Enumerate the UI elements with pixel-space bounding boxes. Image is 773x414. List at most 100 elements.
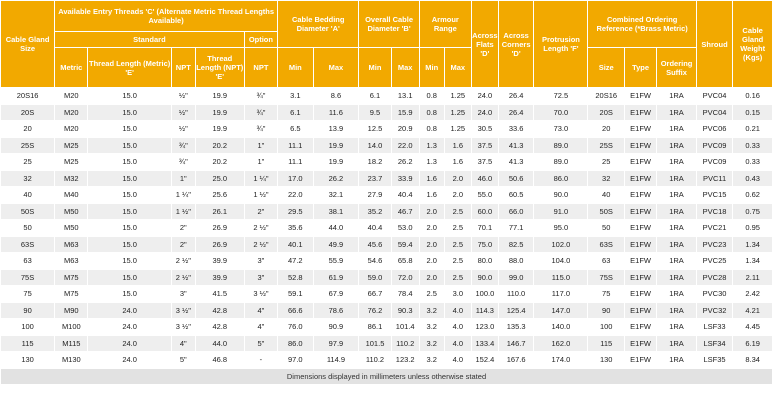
- cell-across-flats: 75.0: [470, 235, 499, 253]
- table-body: 20S16 M20 15.0 ½" 19.9 ¾" 3.1 8.6 6.1 13.1 0.8 1.25…: [0, 87, 773, 369]
- cell-ordering-suffix: 1RA: [656, 120, 697, 138]
- cell-shroud: PVC32: [695, 301, 734, 319]
- cell-metric: M32: [54, 169, 89, 187]
- cell-thread-length-metric: 15.0: [87, 186, 172, 204]
- header-armour-min: Min: [418, 47, 445, 88]
- header-overall-max: Max: [390, 47, 420, 88]
- cell-overall-min: 101.5: [358, 334, 392, 352]
- cell-thread-length-metric: 15.0: [87, 202, 172, 220]
- cell-ordering-size: 50S: [587, 202, 625, 220]
- cell-overall-min: 59.0: [358, 268, 392, 286]
- table-header: Cable Gland Size Available Entry Threads…: [0, 0, 773, 88]
- table-row: 90 M90 24.0 3 ½" 42.8 4" 66.6 78.6 76.2 90.3 3.2 4.…: [0, 301, 773, 319]
- cell-bedding-max: 97.9: [312, 334, 360, 352]
- cell-ordering-size: 25: [587, 153, 625, 171]
- cell-option-npt: 3": [243, 268, 279, 286]
- cell-across-flats: 37.5: [470, 136, 499, 154]
- cell-metric: M100: [54, 318, 89, 336]
- cell-weight: 1.34: [732, 252, 773, 270]
- cell-weight: 0.16: [732, 87, 773, 105]
- cell-cable-gland-size: 115: [0, 334, 56, 352]
- cell-ordering-type: E1FW: [623, 268, 658, 286]
- header-type: Type: [623, 47, 658, 88]
- cell-cable-gland-size: 75S: [0, 268, 56, 286]
- cell-ordering-suffix: 1RA: [656, 186, 697, 204]
- cell-bedding-min: 66.6: [277, 301, 314, 319]
- cell-overall-min: 35.2: [358, 202, 392, 220]
- header-armour-max: Max: [443, 47, 472, 88]
- dimensions-footnote: Dimensions displayed in millimeters unle…: [0, 367, 773, 385]
- cell-protrusion-length: 140.0: [533, 318, 589, 336]
- cell-thread-length-metric: 24.0: [87, 351, 172, 369]
- cell-npt: 1": [170, 169, 196, 187]
- cell-option-npt: 3 ½": [243, 285, 279, 303]
- cell-armour-max: 1.6: [443, 153, 472, 171]
- cell-ordering-type: E1FW: [623, 301, 658, 319]
- cell-overall-max: 20.9: [390, 120, 420, 138]
- cell-npt: 3": [170, 285, 196, 303]
- table-row: 75S M75 15.0 2 ½" 39.9 3" 52.8 61.9 59.0 72.0 2.0 2…: [0, 268, 773, 286]
- cell-option-npt: 4": [243, 301, 279, 319]
- cell-ordering-size: 20S16: [587, 87, 625, 105]
- cell-thread-length-npt: 41.5: [194, 285, 245, 303]
- cell-armour-min: 1.3: [418, 153, 445, 171]
- cell-weight: 4.21: [732, 301, 773, 319]
- cell-armour-max: 1.6: [443, 136, 472, 154]
- cell-across-flats: 60.0: [470, 202, 499, 220]
- cell-overall-max: 59.4: [390, 235, 420, 253]
- cell-overall-min: 76.2: [358, 301, 392, 319]
- cell-bedding-max: 26.2: [312, 169, 360, 187]
- cell-npt: ¾": [170, 136, 196, 154]
- cell-armour-min: 2.0: [418, 252, 445, 270]
- cell-ordering-size: 40: [587, 186, 625, 204]
- cell-armour-min: 2.0: [418, 219, 445, 237]
- cell-ordering-type: E1FW: [623, 351, 658, 369]
- cell-shroud: LSF33: [695, 318, 734, 336]
- cell-overall-min: 40.4: [358, 219, 392, 237]
- cell-overall-max: 33.9: [390, 169, 420, 187]
- cell-ordering-suffix: 1RA: [656, 103, 697, 121]
- header-npt: NPT: [170, 47, 196, 88]
- cell-across-flats: 37.5: [470, 153, 499, 171]
- cell-across-flats: 55.0: [470, 186, 499, 204]
- cell-metric: M40: [54, 186, 89, 204]
- header-option-npt: NPT: [243, 47, 279, 88]
- cell-ordering-suffix: 1RA: [656, 301, 697, 319]
- cell-npt: 5": [170, 351, 196, 369]
- cell-shroud: PVC04: [695, 87, 734, 105]
- cell-thread-length-metric: 15.0: [87, 219, 172, 237]
- cell-ordering-size: 100: [587, 318, 625, 336]
- cell-bedding-min: 6.1: [277, 103, 314, 121]
- cell-cable-gland-size: 25: [0, 153, 56, 171]
- cell-thread-length-metric: 15.0: [87, 235, 172, 253]
- cell-bedding-max: 49.9: [312, 235, 360, 253]
- cell-overall-min: 45.6: [358, 235, 392, 253]
- cell-bedding-max: 13.9: [312, 120, 360, 138]
- cell-overall-min: 6.1: [358, 87, 392, 105]
- cell-ordering-type: E1FW: [623, 285, 658, 303]
- cell-thread-length-npt: 20.2: [194, 153, 245, 171]
- cell-ordering-type: E1FW: [623, 235, 658, 253]
- table-row: 25S M25 15.0 ¾" 20.2 1" 11.1 19.9 14.0 22.0 1.3 1.6…: [0, 136, 773, 154]
- cell-armour-min: 1.3: [418, 136, 445, 154]
- cell-armour-min: 3.2: [418, 301, 445, 319]
- cell-protrusion-length: 89.0: [533, 136, 589, 154]
- cell-cable-gland-size: 32: [0, 169, 56, 187]
- cell-ordering-size: 32: [587, 169, 625, 187]
- cell-across-corners: 41.3: [497, 136, 535, 154]
- cell-overall-max: 26.2: [390, 153, 420, 171]
- cell-protrusion-length: 102.0: [533, 235, 589, 253]
- cell-weight: 0.75: [732, 202, 773, 220]
- cell-shroud: LSF34: [695, 334, 734, 352]
- cell-thread-length-npt: 39.9: [194, 268, 245, 286]
- cell-ordering-type: E1FW: [623, 219, 658, 237]
- cell-metric: M25: [54, 153, 89, 171]
- cell-across-corners: 41.3: [497, 153, 535, 171]
- header-ordering-suffix: Ordering Suffix: [656, 47, 697, 88]
- cell-cable-gland-size: 20S: [0, 103, 56, 121]
- cell-shroud: PVC15: [695, 186, 734, 204]
- cell-across-flats: 152.4: [470, 351, 499, 369]
- cell-armour-min: 3.2: [418, 351, 445, 369]
- cell-option-npt: 2 ½": [243, 235, 279, 253]
- cell-armour-min: 0.8: [418, 120, 445, 138]
